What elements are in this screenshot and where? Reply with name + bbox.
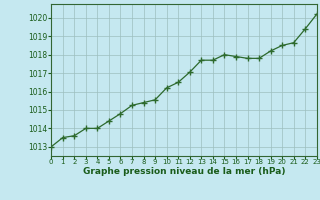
X-axis label: Graphe pression niveau de la mer (hPa): Graphe pression niveau de la mer (hPa)	[83, 167, 285, 176]
